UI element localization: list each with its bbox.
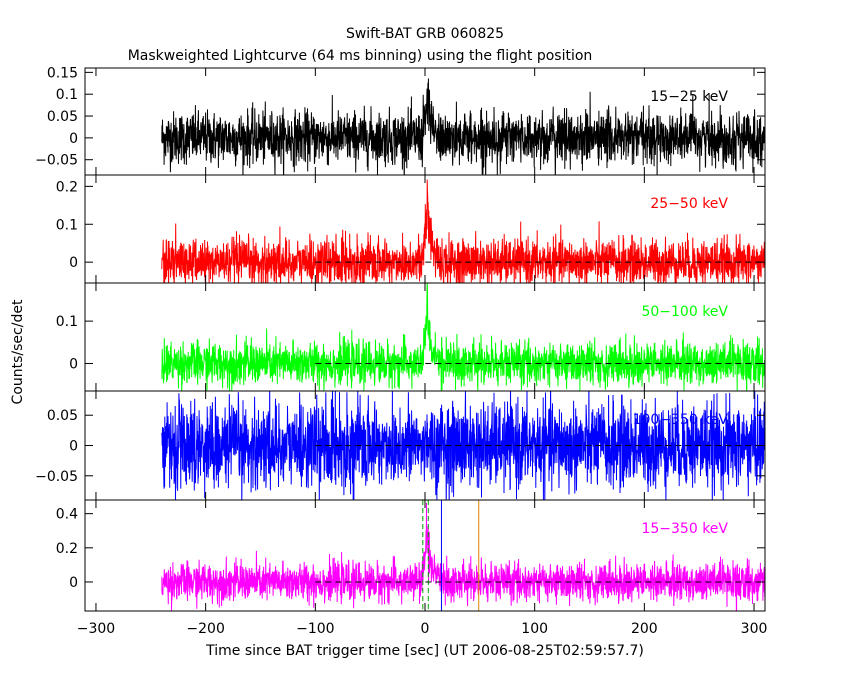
chart-subtitle: Maskweighted Lightcurve (64 ms binning) …	[128, 48, 593, 64]
y-tick-label-1-0: 0	[69, 255, 78, 271]
y-tick-label-0-0: −0.05	[35, 153, 78, 169]
y-tick-label-2-0: 0	[69, 356, 78, 372]
y-tick-label-3-0: −0.05	[35, 469, 78, 485]
series-trace-2	[161, 283, 765, 391]
y-tick-label-1-2: 0.2	[56, 179, 78, 195]
panels-group: −0.05 0 0.05 0.1 0.15 15−25 keV 0 0.1 0.2 25−50 k…	[35, 65, 767, 637]
y-axis-label: Counts/sec/det	[10, 299, 26, 404]
x-tick-label-4: 100	[521, 621, 548, 637]
x-tick-label-6: 300	[741, 621, 768, 637]
y-tick-label-4-0: 0	[69, 575, 78, 591]
band-label-0: 15−25 keV	[650, 89, 728, 105]
series-trace-0	[161, 78, 765, 175]
y-tick-label-0-1: 0	[69, 131, 78, 147]
series-trace-4	[161, 502, 765, 611]
x-tick-label-3: 0	[421, 621, 430, 637]
x-axis-label: Time since BAT trigger time [sec] (UT 20…	[205, 643, 644, 659]
y-tick-label-0-4: 0.15	[47, 65, 78, 81]
band-label-2: 50−100 keV	[641, 304, 728, 320]
y-tick-label-4-2: 0.4	[56, 507, 78, 523]
series-trace-1	[161, 179, 765, 283]
x-tick-label-5: 200	[631, 621, 658, 637]
y-tick-label-0-2: 0.05	[47, 109, 78, 125]
band-label-3: 100−350 keV	[633, 412, 729, 428]
x-tick-label-0: −300	[77, 621, 115, 637]
y-tick-label-4-1: 0.2	[56, 541, 78, 557]
band-label-4: 15−350 keV	[641, 521, 728, 537]
series-trace-3	[161, 391, 765, 500]
y-tick-label-2-1: 0.1	[56, 314, 78, 330]
y-tick-label-3-2: 0.05	[47, 408, 78, 424]
x-tick-label-1: −200	[186, 621, 224, 637]
y-tick-label-3-1: 0	[69, 439, 78, 455]
band-label-1: 25−50 keV	[650, 196, 728, 212]
chart-title: Swift-BAT GRB 060825	[346, 26, 504, 42]
y-tick-label-0-3: 0.1	[56, 87, 78, 103]
y-tick-label-1-1: 0.1	[56, 217, 78, 233]
x-tick-label-2: −100	[296, 621, 334, 637]
